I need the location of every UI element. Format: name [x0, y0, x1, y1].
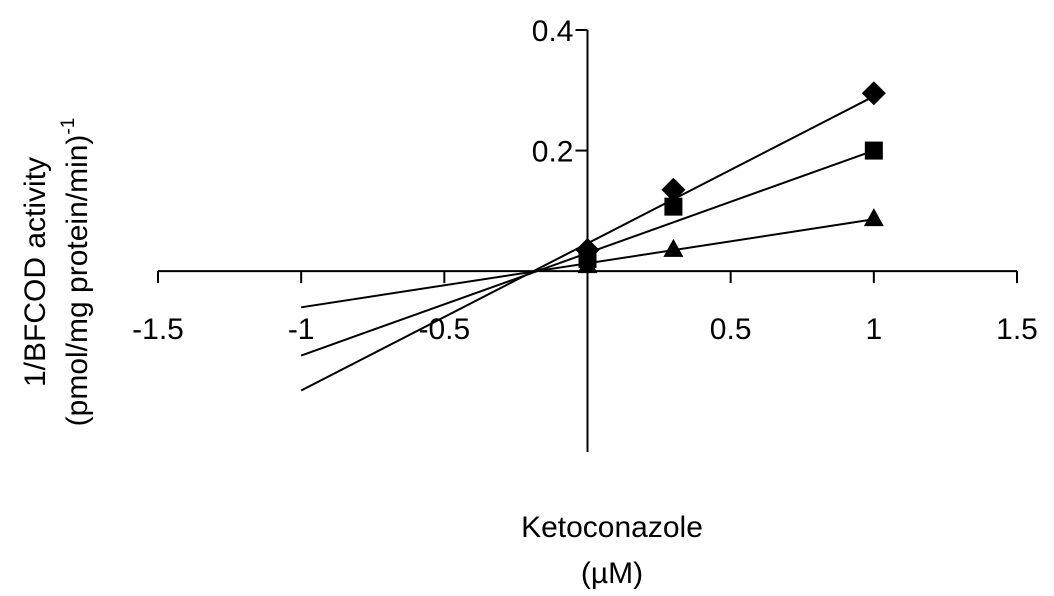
triangle-marker	[663, 238, 684, 257]
x-tick-label: -1	[288, 313, 315, 346]
diamond-marker	[861, 81, 886, 106]
data-markers	[575, 81, 886, 274]
y-axis-title-line1: 1/BFCOD activity	[19, 157, 52, 387]
x-tick-label: -1.5	[132, 313, 184, 346]
triangle-marker	[577, 255, 598, 274]
y-axis-title-superscript: -1	[58, 118, 79, 135]
tick-labels: -1.5 -1 -0.5 0.5 1 1.5 0.2 0.4	[132, 15, 1038, 346]
square-marker	[864, 141, 883, 160]
x-tick-label: 1	[865, 313, 882, 346]
y-axis-title-line2-main: (pmol/mg protein/min)	[61, 135, 94, 427]
square-marker	[664, 197, 683, 216]
y-tick-label: 0.2	[532, 136, 574, 169]
y-axis-title-line2: (pmol/mg protein/min)-1	[58, 118, 94, 427]
triangle-marker	[863, 208, 884, 227]
x-axis-title-line2: (µM)	[581, 557, 643, 590]
diamond-marker	[661, 177, 686, 202]
x-tick-label: 1.5	[996, 313, 1038, 346]
x-tick-label: 0.5	[710, 313, 752, 346]
x-axis-title-line1: Ketoconazole	[521, 511, 703, 544]
y-tick-label: 0.4	[532, 15, 574, 48]
x-tick-label: -0.5	[418, 313, 470, 346]
